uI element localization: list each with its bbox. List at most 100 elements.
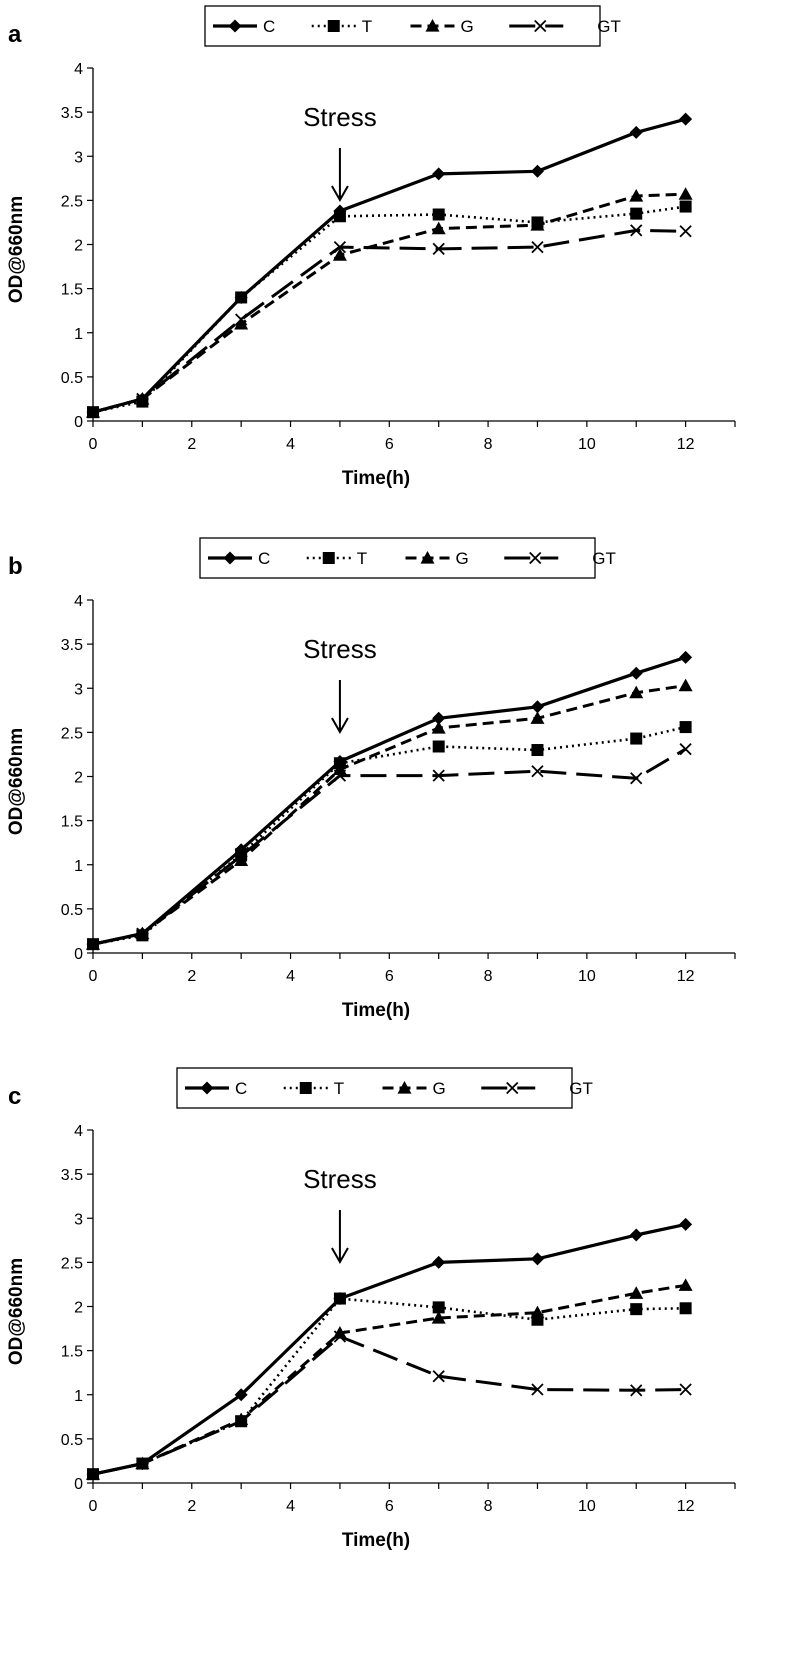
data-point-gt bbox=[531, 241, 544, 254]
data-point-g bbox=[234, 853, 249, 866]
x-tick-label: 0 bbox=[89, 436, 98, 453]
triangle-marker-icon bbox=[420, 551, 435, 564]
legend-entry-t: T bbox=[306, 549, 367, 568]
x-marker-icon bbox=[529, 551, 542, 565]
legend-entry-g: G bbox=[410, 17, 474, 36]
series-line-gt bbox=[92, 747, 687, 946]
series-line-g bbox=[92, 1283, 686, 1476]
y-tick-label: 1 bbox=[74, 858, 83, 875]
y-tick-label: 1 bbox=[74, 1388, 83, 1405]
data-point-gt bbox=[136, 1457, 149, 1470]
data-point-gt bbox=[136, 392, 149, 406]
y-axis-title: OD@660nm bbox=[6, 728, 27, 835]
square-marker-icon bbox=[322, 552, 335, 564]
data-point-gt bbox=[630, 1384, 643, 1397]
x-tick-label: 6 bbox=[385, 968, 394, 985]
data-point-gt bbox=[432, 769, 445, 782]
chart-panel-c: c C T G GT 0 0.5 1 1.5 2 2.5 3 3.5 4 0 2 4 6 8 10 12 Time(h) O… bbox=[6, 1067, 736, 1551]
chart-panel-b: b C T G GT 0 0.5 1 1.5 2 2.5 3 3.5 4 0 2 4 6 8 10 12 Time(h) O… bbox=[6, 537, 736, 1021]
y-tick-label: 3.5 bbox=[61, 637, 83, 654]
series-g bbox=[86, 187, 693, 418]
data-point-g bbox=[431, 720, 446, 734]
data-point-gt bbox=[86, 938, 100, 951]
stress-annotation-label: Stress bbox=[303, 634, 377, 664]
data-point-g bbox=[431, 1310, 446, 1324]
data-point-t bbox=[432, 208, 445, 221]
y-tick-label: 1 bbox=[74, 326, 83, 343]
y-tick-label: 4 bbox=[74, 593, 83, 610]
series-line-c bbox=[92, 655, 687, 946]
x-tick-label: 12 bbox=[677, 436, 695, 453]
series-line-c bbox=[92, 117, 687, 414]
legend-entry-gt: GT bbox=[481, 1079, 593, 1098]
series-gt bbox=[86, 1330, 692, 1481]
x-tick-label: 6 bbox=[385, 1498, 394, 1515]
stress-annotation-label: Stress bbox=[303, 1164, 377, 1194]
y-tick-label: 0.5 bbox=[61, 902, 83, 919]
data-point-t bbox=[432, 740, 445, 753]
data-point-gt bbox=[432, 1370, 445, 1383]
x-axis-title: Time(h) bbox=[342, 1000, 410, 1021]
data-point-g bbox=[234, 316, 249, 330]
data-point-gt bbox=[679, 225, 692, 238]
x-tick-label: 2 bbox=[187, 968, 196, 985]
triangle-marker-icon bbox=[425, 19, 440, 32]
legend-label: GT bbox=[569, 1079, 593, 1098]
y-tick-label: 3 bbox=[74, 1211, 83, 1228]
data-point-gt bbox=[531, 1383, 544, 1396]
x-tick-label: 12 bbox=[677, 968, 695, 985]
data-point-g bbox=[530, 711, 545, 724]
legend-entry-t: T bbox=[311, 17, 372, 36]
series-line-c bbox=[92, 1222, 686, 1476]
legend-label: C bbox=[258, 549, 270, 568]
data-point-g bbox=[629, 685, 644, 699]
legend-label: T bbox=[334, 1079, 344, 1098]
data-point-c bbox=[432, 711, 446, 725]
y-tick-label: 4 bbox=[74, 61, 83, 78]
series-c bbox=[86, 1217, 693, 1481]
data-point-gt bbox=[333, 1330, 347, 1343]
down-arrow-icon bbox=[331, 1210, 349, 1265]
data-point-gt bbox=[136, 927, 149, 940]
series-line-g bbox=[92, 684, 686, 946]
x-tick-label: 0 bbox=[89, 968, 98, 985]
series-gt bbox=[86, 743, 692, 951]
legend-label: T bbox=[357, 549, 367, 568]
x-marker-icon bbox=[534, 19, 547, 33]
x-tick-label: 2 bbox=[187, 1498, 196, 1515]
diamond-marker-icon bbox=[200, 1081, 214, 1095]
data-point-c bbox=[530, 1252, 544, 1266]
data-point-g bbox=[332, 248, 347, 261]
data-point-c bbox=[629, 666, 643, 680]
data-point-g bbox=[629, 188, 644, 202]
legend-entry-gt: GT bbox=[509, 17, 621, 36]
x-tick-label: 4 bbox=[286, 436, 295, 453]
x-tick-label: 8 bbox=[484, 968, 493, 985]
y-tick-label: 0 bbox=[74, 1476, 83, 1493]
legend-label: GT bbox=[597, 17, 621, 36]
legend: C T G GT bbox=[176, 1067, 593, 1109]
series-gt bbox=[86, 224, 692, 419]
y-axis-title: OD@660nm bbox=[6, 1258, 27, 1365]
y-axis-title: OD@660nm bbox=[6, 196, 27, 303]
legend-label: C bbox=[263, 17, 275, 36]
data-point-c bbox=[432, 1255, 446, 1269]
diamond-marker-icon bbox=[228, 19, 242, 33]
legend-label: C bbox=[235, 1079, 247, 1098]
series-g bbox=[86, 678, 693, 950]
series-line-gt bbox=[92, 228, 686, 414]
y-tick-label: 4 bbox=[74, 1123, 83, 1140]
x-axis-title: Time(h) bbox=[342, 468, 410, 489]
data-point-t bbox=[333, 1292, 346, 1305]
y-tick-label: 2 bbox=[74, 1300, 83, 1317]
legend-label: G bbox=[461, 17, 474, 36]
y-tick-label: 3 bbox=[74, 681, 83, 698]
data-point-g bbox=[530, 1305, 545, 1319]
square-marker-icon bbox=[327, 20, 340, 32]
series-t bbox=[87, 1292, 692, 1481]
data-point-c bbox=[679, 1217, 693, 1231]
data-point-g bbox=[678, 678, 693, 692]
legend-entry-gt: GT bbox=[504, 549, 616, 568]
legend-entry-t: T bbox=[283, 1079, 344, 1098]
